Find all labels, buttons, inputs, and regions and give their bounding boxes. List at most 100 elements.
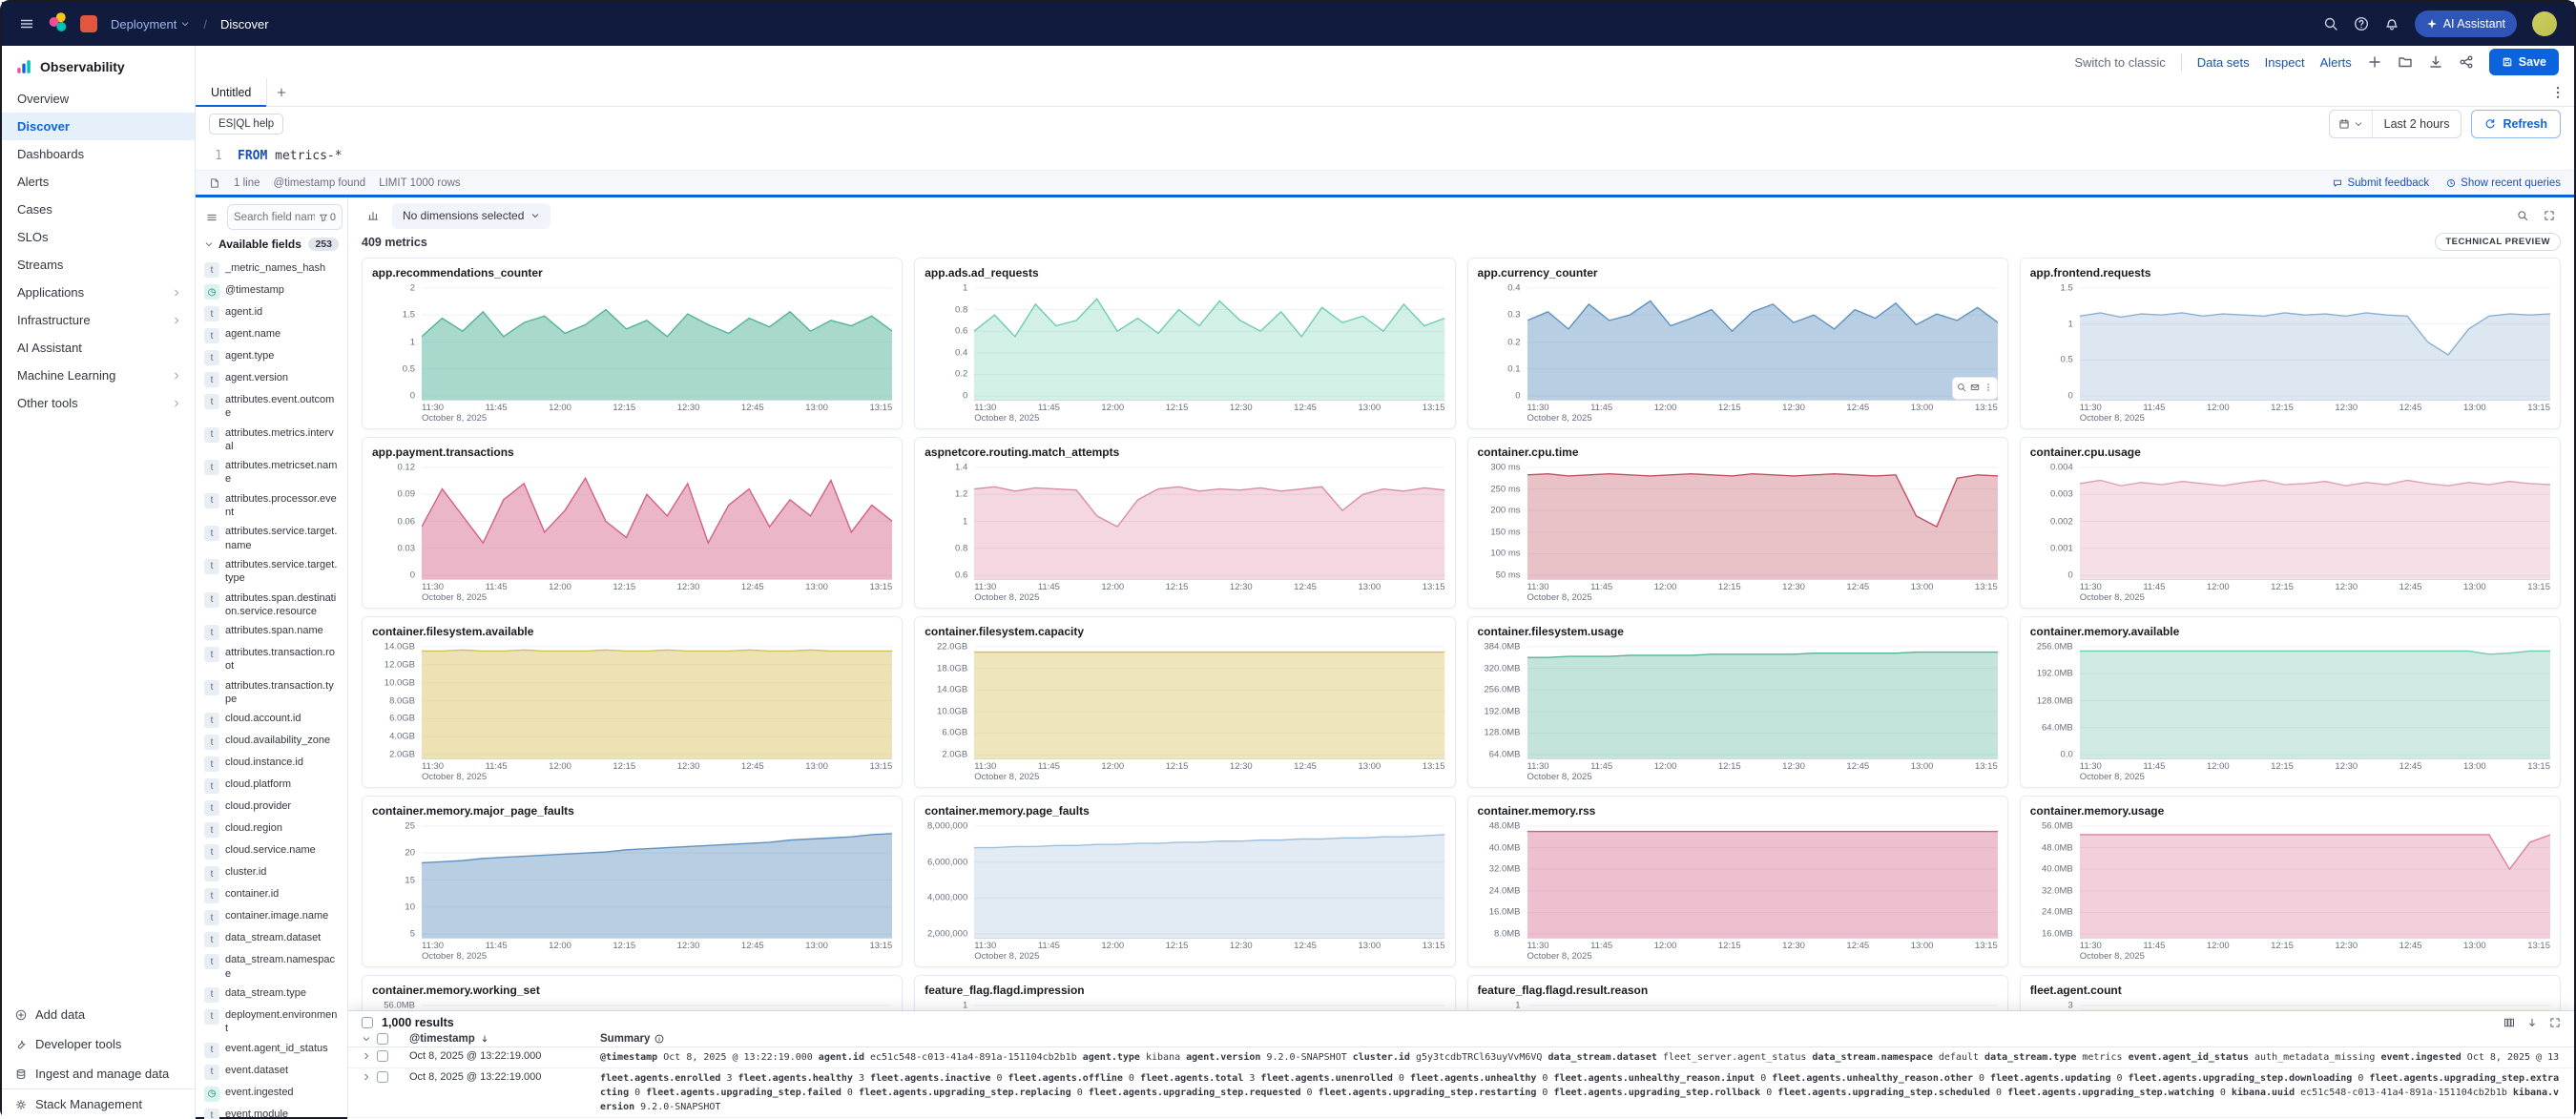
sidebar-item-machine-learning[interactable]: Machine Learning xyxy=(2,362,195,389)
field-item[interactable]: t attributes.processor.event xyxy=(200,489,343,523)
field-item[interactable]: t cloud.availability_zone xyxy=(200,731,343,753)
sidebar-item-alerts[interactable]: Alerts xyxy=(2,168,195,196)
plot-area[interactable] xyxy=(1527,642,1998,759)
header-checkbox[interactable] xyxy=(377,1033,388,1045)
metric-panel[interactable]: container.cpu.time 300 ms 250 ms 200 ms 150 … xyxy=(1466,437,2008,609)
row-checkbox[interactable] xyxy=(377,1050,388,1062)
metric-panel[interactable]: container.memory.available 256.0MB 192.0MB… xyxy=(2019,616,2561,788)
field-item[interactable]: t event.agent_id_status xyxy=(200,1039,343,1061)
field-item[interactable]: t attributes.event.outcome xyxy=(200,390,343,424)
zoom-button[interactable] xyxy=(2511,204,2534,227)
sidebar-item-streams[interactable]: Streams xyxy=(2,251,195,279)
available-fields-header[interactable]: Available fields 253 xyxy=(200,237,343,252)
plot-area[interactable] xyxy=(974,283,1445,401)
field-item[interactable]: t attributes.transaction.type xyxy=(200,676,343,710)
menu-icon[interactable] xyxy=(19,16,34,31)
open-icon[interactable] xyxy=(2398,54,2413,70)
metric-panel[interactable]: app.recommendations_counter 2 1.5 1 0.5 0 11:3… xyxy=(362,258,904,429)
refresh-button[interactable]: Refresh xyxy=(2471,110,2561,138)
sidebar-item-developer-tools[interactable]: Developer tools xyxy=(2,1029,195,1059)
field-item[interactable]: t attributes.metrics.interval xyxy=(200,424,343,457)
table-row[interactable]: Oct 8, 2025 @ 13:22:19.000 @timestamp Oct… xyxy=(348,1047,2574,1068)
plot-area[interactable] xyxy=(422,463,893,580)
plot-area[interactable] xyxy=(1527,821,1998,939)
columns-icon[interactable] xyxy=(2503,1017,2515,1028)
field-filter-button[interactable]: 0 xyxy=(319,212,336,223)
metric-panel[interactable]: container.memory.page_faults 8,000,000 6,0… xyxy=(914,796,1456,967)
field-item[interactable]: t attributes.transaction.root xyxy=(200,643,343,676)
plot-area[interactable] xyxy=(1527,283,1998,401)
collapse-sidebar-button[interactable] xyxy=(200,206,223,229)
metric-panel[interactable]: container.memory.major_page_faults 25 20 15… xyxy=(362,796,904,967)
esql-help-button[interactable]: ES|QL help xyxy=(209,114,284,135)
field-item[interactable]: t agent.id xyxy=(200,302,343,324)
field-item[interactable]: t attributes.span.destination.service.res… xyxy=(200,589,343,622)
timestamp-column-header[interactable]: @timestamp xyxy=(409,1033,591,1045)
plot-area[interactable] xyxy=(2079,463,2550,580)
export-icon[interactable] xyxy=(2428,54,2443,70)
field-item[interactable]: t container.id xyxy=(200,884,343,906)
summary-column-header[interactable]: Summary xyxy=(600,1033,2561,1045)
sidebar-item-applications[interactable]: Applications xyxy=(2,279,195,306)
plot-area[interactable] xyxy=(422,283,893,401)
alerts-link[interactable]: Alerts xyxy=(2319,54,2352,70)
plot-area[interactable] xyxy=(974,642,1445,759)
metric-panel[interactable]: aspnetcore.routing.match_attempts 1.4 1.2 1… xyxy=(914,437,1456,609)
field-item[interactable]: t event.module xyxy=(200,1105,343,1119)
dimensions-select[interactable]: No dimensions selected xyxy=(392,202,551,229)
expand-all-icon[interactable] xyxy=(362,1034,371,1044)
plot-area[interactable] xyxy=(422,821,893,939)
sidebar-item-cases[interactable]: Cases xyxy=(2,196,195,223)
sidebar-item-discover[interactable]: Discover xyxy=(2,113,195,140)
share-icon[interactable] xyxy=(2459,54,2474,70)
field-item[interactable]: t cloud.service.name xyxy=(200,840,343,862)
help-icon[interactable] xyxy=(2354,16,2369,31)
sidebar-item-overview[interactable]: Overview xyxy=(2,85,195,113)
ai-assistant-button[interactable]: AI Assistant xyxy=(2414,10,2517,37)
field-search[interactable]: 0 xyxy=(227,204,343,230)
submit-feedback-link[interactable]: Submit feedback xyxy=(2333,177,2429,189)
plot-area[interactable] xyxy=(2079,642,2550,759)
query-input-line[interactable]: 1 FROM metrics-* xyxy=(196,141,2574,170)
metric-panel[interactable]: app.currency_counter 0.4 0.3 0.2 0.1 0 11:30 11… xyxy=(1466,258,2008,429)
data-sets-link[interactable]: Data sets xyxy=(2196,54,2250,70)
sidebar-item-slos[interactable]: SLOs xyxy=(2,223,195,251)
tab-options-button[interactable] xyxy=(2542,78,2574,106)
time-range-label[interactable]: Last 2 hours xyxy=(2371,111,2462,137)
fullscreen-icon[interactable] xyxy=(2549,1017,2561,1028)
field-item[interactable]: t deployment.environment xyxy=(200,1005,343,1039)
field-item[interactable]: t cloud.region xyxy=(200,819,343,840)
field-item[interactable]: t _metric_names_hash xyxy=(200,259,343,280)
notifications-icon[interactable] xyxy=(2384,16,2399,31)
date-picker[interactable]: Last 2 hours xyxy=(2328,110,2462,138)
breadcrumb-deployment[interactable]: Deployment xyxy=(111,17,190,31)
plot-area[interactable] xyxy=(2079,283,2550,401)
field-item[interactable]: t data_stream.type xyxy=(200,984,343,1005)
field-item[interactable]: ◷ event.ingested xyxy=(200,1083,343,1105)
tab-untitled[interactable]: Untitled xyxy=(196,78,268,107)
metric-panel[interactable]: app.ads.ad_requests 1 0.8 0.6 0.4 0.2 0 11:30 11… xyxy=(914,258,1456,429)
field-item[interactable]: t cloud.instance.id xyxy=(200,753,343,775)
field-item[interactable]: t cloud.account.id xyxy=(200,709,343,731)
sidebar-item-ai-assistant[interactable]: AI Assistant xyxy=(2,334,195,362)
field-search-input[interactable] xyxy=(234,211,315,223)
metric-panel[interactable]: container.filesystem.capacity 22.0GB 18.0G… xyxy=(914,616,1456,788)
row-checkbox[interactable] xyxy=(377,1071,388,1083)
field-item[interactable]: t attributes.service.target.name xyxy=(200,522,343,555)
sidebar-item-ingest-and-manage-data[interactable]: Ingest and manage data xyxy=(2,1059,195,1088)
metric-panel[interactable]: container.memory.rss 48.0MB 40.0MB 32.0MB 24… xyxy=(1466,796,2008,967)
field-item[interactable]: t attributes.span.name xyxy=(200,621,343,643)
field-item[interactable]: t attributes.service.target.type xyxy=(200,555,343,589)
metric-panel[interactable]: container.filesystem.available 14.0GB 12.0… xyxy=(362,616,904,788)
field-item[interactable]: t cloud.platform xyxy=(200,775,343,797)
plot-area[interactable] xyxy=(1527,463,1998,580)
explore-icon[interactable] xyxy=(1957,380,1966,397)
field-item[interactable]: t cluster.id xyxy=(200,862,343,884)
table-row[interactable]: Oct 8, 2025 @ 13:22:19.000 fleet.agents.e… xyxy=(348,1068,2574,1118)
field-item[interactable]: t agent.version xyxy=(200,368,343,390)
metric-panel[interactable]: app.payment.transactions 0.12 0.09 0.06 0.03… xyxy=(362,437,904,609)
sidebar-item-other-tools[interactable]: Other tools xyxy=(2,389,195,417)
field-item[interactable]: t container.image.name xyxy=(200,906,343,928)
plot-area[interactable] xyxy=(974,821,1445,939)
new-session-icon[interactable] xyxy=(2367,54,2382,70)
